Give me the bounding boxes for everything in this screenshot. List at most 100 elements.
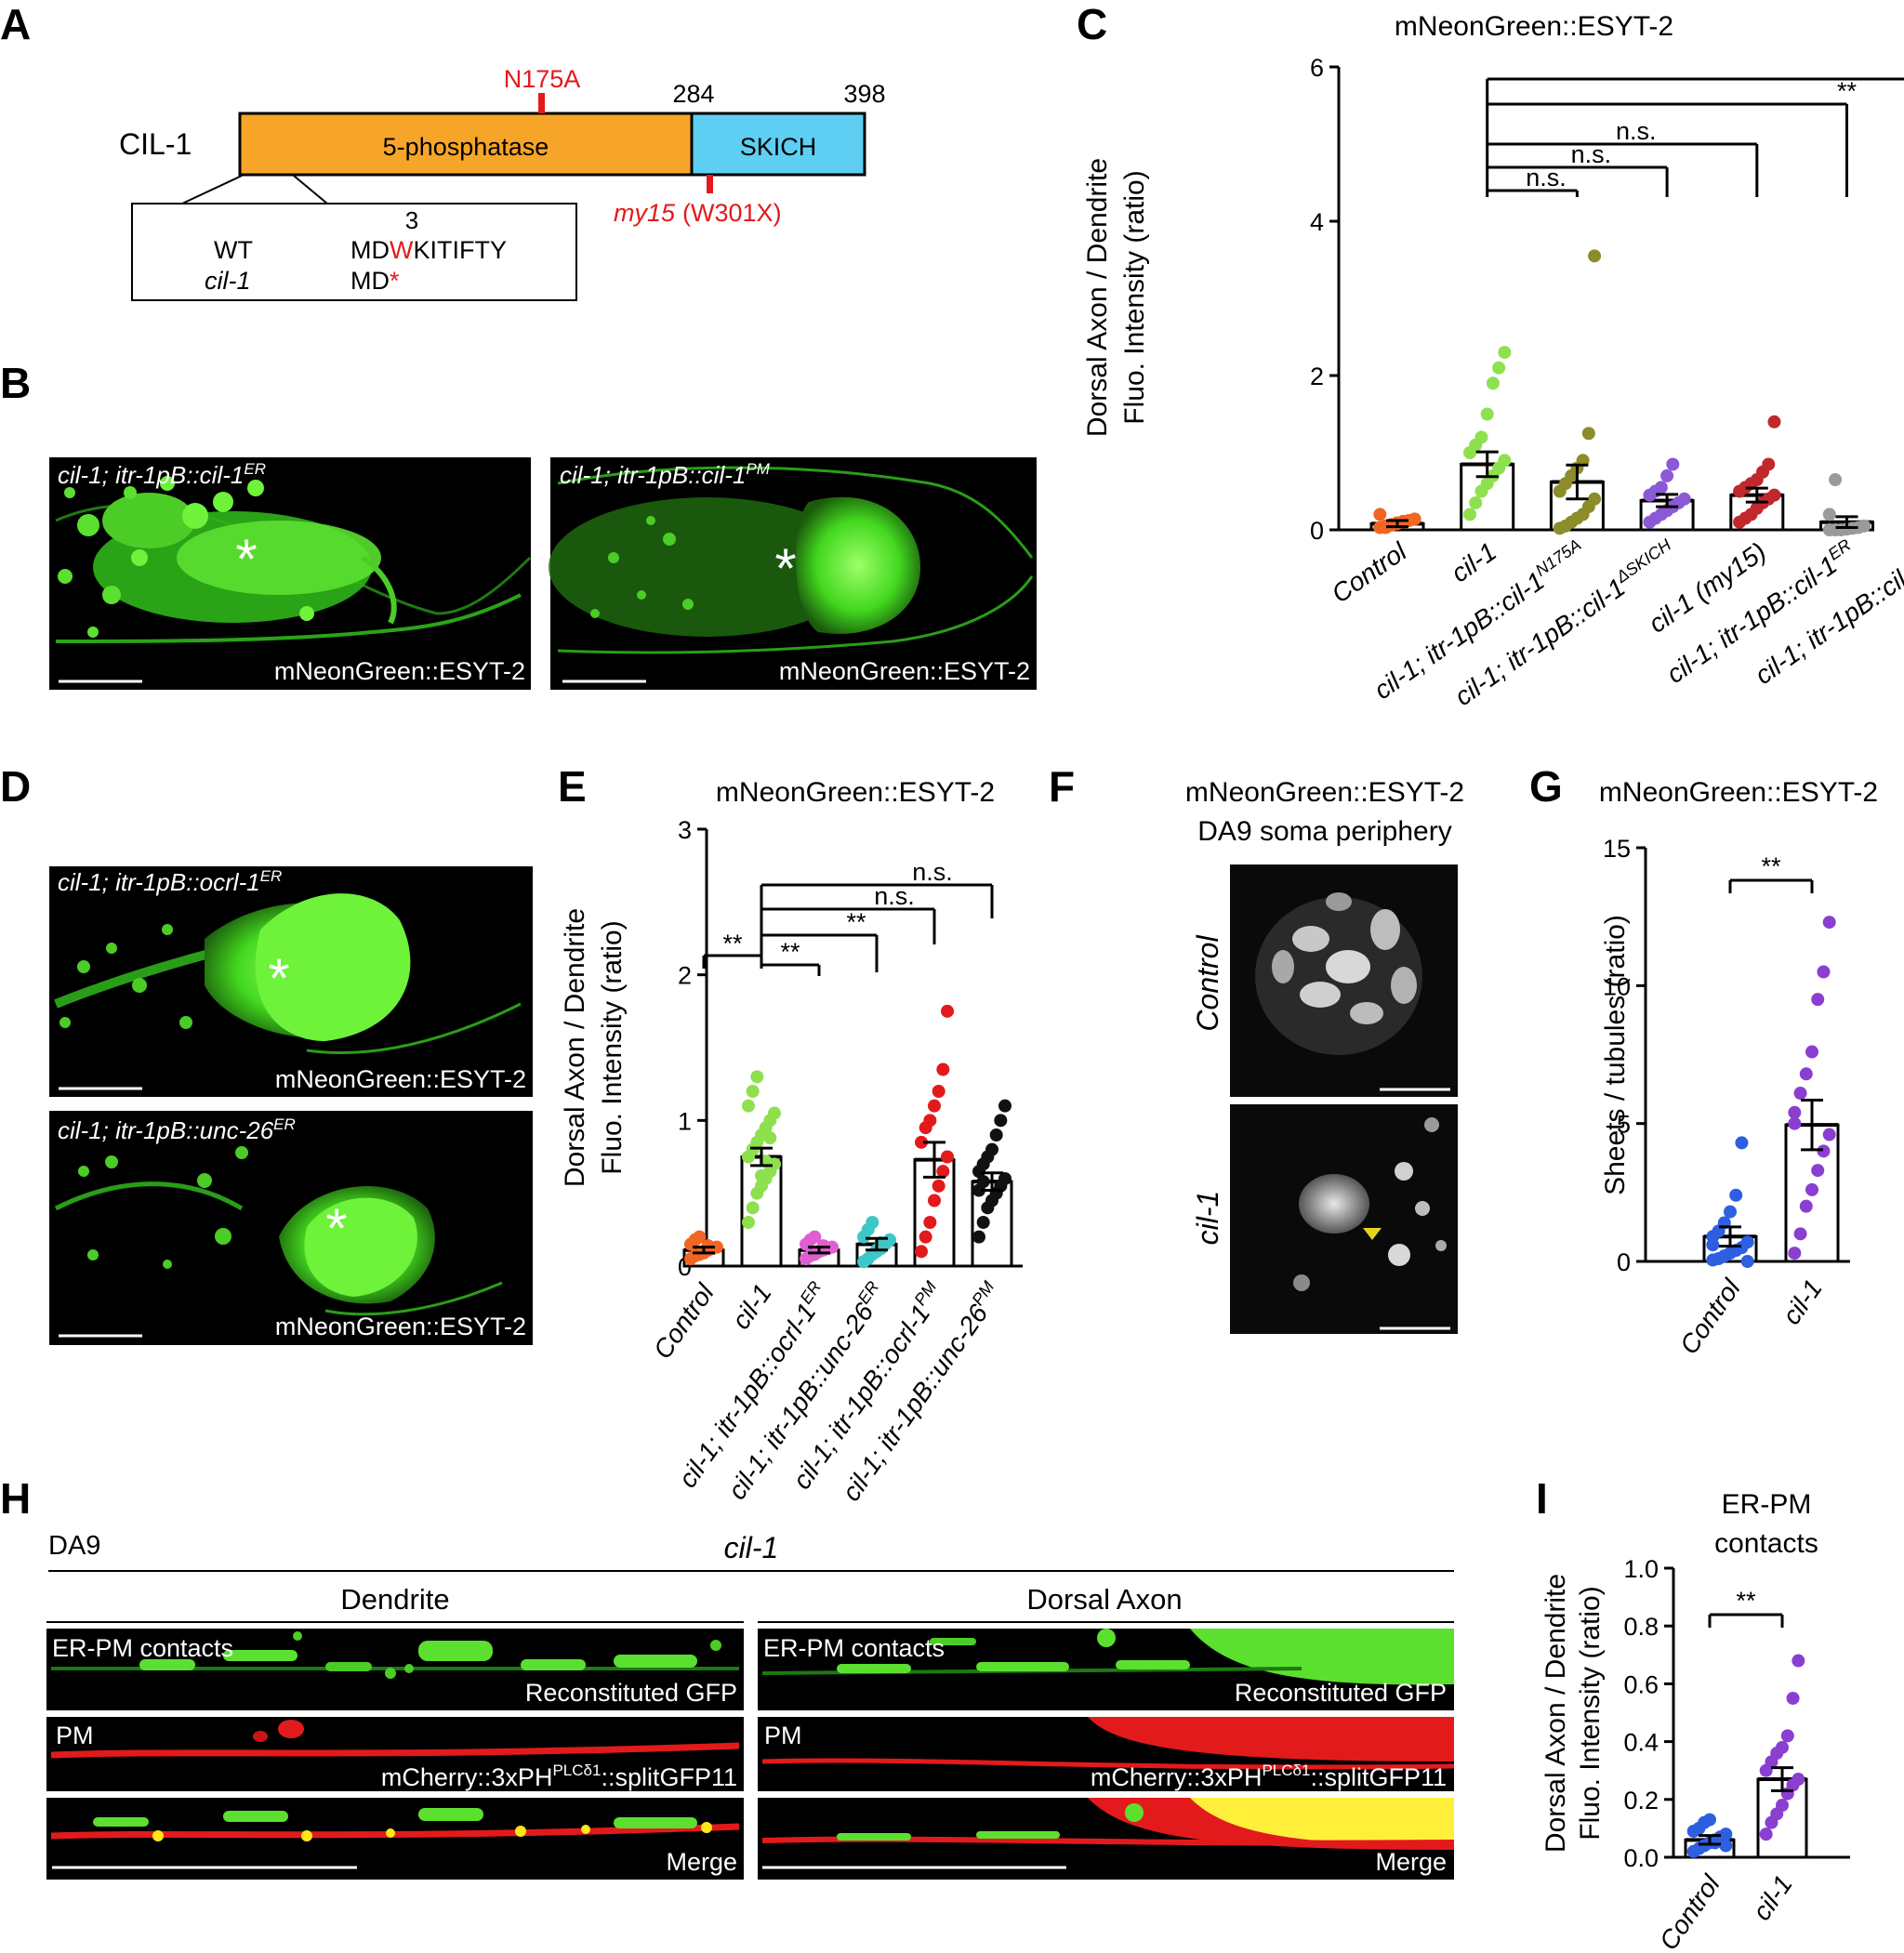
f-arrowhead [1363,1228,1382,1240]
significance-label: n.s. [874,882,915,910]
data-point [941,1004,954,1018]
f-title-2: DA9 soma periphery [1197,816,1451,847]
data-point [768,1106,781,1120]
data-point [998,1172,1012,1185]
wt-label: WT [214,236,253,264]
data-point [746,1201,760,1215]
panel-letter-h: H [0,1474,31,1523]
h-dendrite-pm [46,1717,744,1791]
data-point [1703,1813,1716,1827]
panel-letter-d: D [0,762,31,811]
f-title-1: mNeonGreen::ESYT-2 [1185,777,1464,808]
significance-label: n.s. [912,858,953,886]
data-point [763,1131,777,1145]
significance-label: n.s. [1616,117,1657,145]
micrograph-d2 [49,1111,533,1345]
data-point [1817,965,1831,979]
h-neuron: DA9 [48,1531,100,1561]
data-point [989,1128,1003,1141]
micrograph-f2 [1230,1104,1458,1334]
data-point [1666,457,1680,471]
data-point [1776,1799,1789,1813]
data-point [1486,376,1500,390]
data-point [1654,481,1668,495]
data-point [742,1216,755,1229]
h-d-row1-label: ER-PM contacts [52,1634,233,1662]
h-d-row1-marker: Reconstituted GFP [525,1679,737,1707]
d2-genotype: cil-1; itr-1pB::unc-26ER [58,1115,296,1144]
y-tick-label: 0.6 [1623,1670,1659,1698]
data-point [1811,993,1825,1007]
panel-b: B cil-1; itr-1pB::cil-1ER * mNeonGreen::… [0,359,1037,690]
zoom-line-right [293,175,328,205]
significance-label: ** [780,938,800,966]
chart-title-e: mNeonGreen::ESYT-2 [716,777,995,808]
data-point [866,1216,879,1229]
panel-letter-f: F [1049,762,1075,811]
category-label-text: cil-1 [1747,1870,1798,1926]
panel-d: D cil-1; itr-1pB::ocrl-1ER * mNeonGreen:… [0,762,533,1345]
h-axon-gfp [758,1629,1454,1710]
b2-genotype: cil-1; itr-1pB::cil-1PM [560,460,771,489]
category-label-text: cil-1 [726,1279,777,1335]
category-label: Control [1327,536,1412,609]
n175a-label: N175A [504,65,581,93]
chart-title-i: contacts [1714,1528,1818,1559]
data-point [1498,346,1512,360]
data-point [1776,1740,1789,1754]
category-label-text: Control [1327,536,1412,609]
micrograph-f1 [1230,864,1458,1097]
data-point [1811,1164,1825,1178]
data-point [932,1179,945,1193]
y-tick-label: 1.0 [1623,1555,1659,1583]
significance-label: ** [846,908,866,936]
h-a-row1-label: ER-PM contacts [763,1634,945,1662]
y-axis-label-c: Dorsal Axon / Dendrite [1082,158,1113,437]
data-point [923,1216,937,1229]
y-tick-label: 4 [1310,208,1324,236]
my15-label: my15 (W301X) [614,199,782,227]
data-point [1706,1238,1720,1252]
data-point [1498,454,1512,468]
category-label: cil-1 [726,1279,777,1335]
skich-domain [690,112,866,177]
h-col2: Dorsal Axon [1026,1583,1182,1616]
data-point [693,1230,707,1244]
y-tick-label: 0.2 [1623,1787,1659,1814]
y-tick-label: 2 [1310,363,1324,390]
data-point [1762,457,1776,471]
data-point [1469,495,1483,509]
d1-asterisk: * [268,947,289,1009]
h-genotype: cil-1 [724,1531,779,1564]
y-axis-label-g: Sheets / tubules (ratio) [1600,915,1631,1195]
significance-label: ** [722,930,743,957]
domain1-label: 5-phosphatase [383,133,549,161]
d2-marker: mNeonGreen::ESYT-2 [275,1313,526,1340]
data-point [1793,1227,1807,1241]
h-d-row2-label: PM [56,1722,94,1749]
y-axis-label-e: Dorsal Axon / Dendrite [560,908,590,1187]
category-label-sup: N175A [1532,535,1585,580]
panel-letter-g: G [1529,762,1563,811]
chart-title-c: mNeonGreen::ESYT-2 [1395,11,1673,42]
micrograph-b2 [549,457,1037,690]
data-point [1822,916,1836,930]
b2-asterisk: * [774,537,796,600]
category-label: cil-1 [1446,537,1501,588]
chart-title-g: mNeonGreen::ESYT-2 [1599,777,1878,808]
h-a-row2-label: PM [764,1722,802,1749]
data-point [1799,1067,1813,1081]
data-point [1788,1105,1802,1119]
micrograph-b1 [49,457,532,690]
data-point [1373,508,1387,521]
y-tick-label: 6 [1310,54,1324,82]
b1-asterisk: * [235,528,257,590]
sequence-box [131,203,577,301]
data-point [928,1194,941,1207]
data-point [923,1114,937,1128]
f-row2-label: cil-1 [1191,1191,1224,1246]
